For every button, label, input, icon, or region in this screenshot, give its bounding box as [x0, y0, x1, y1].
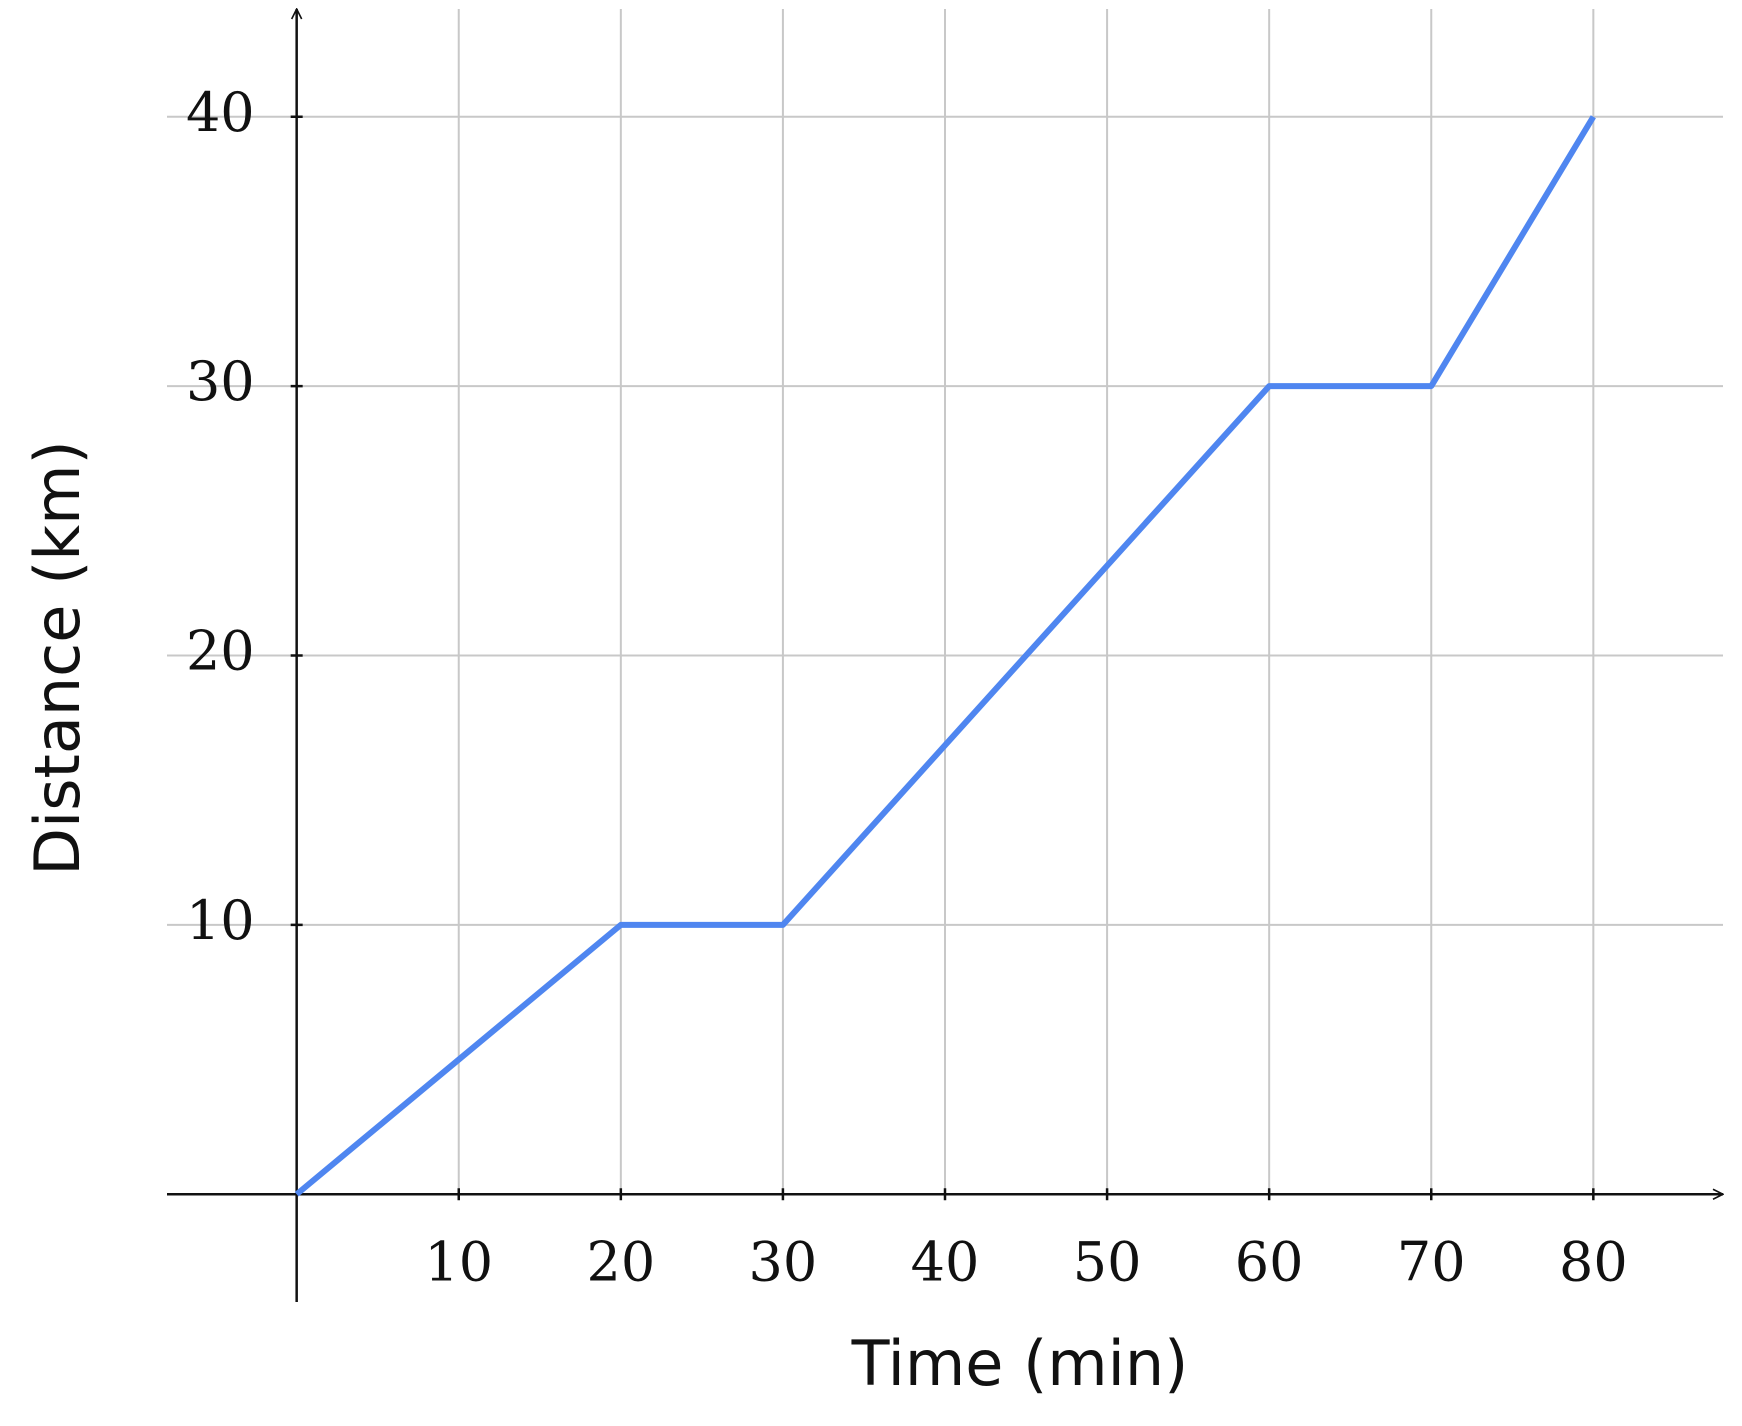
y-tick-label: 40	[186, 81, 255, 144]
grid	[167, 9, 1723, 1195]
y-axis-label: Distance (km)	[21, 440, 94, 875]
x-tick-label: 20	[586, 1230, 655, 1293]
x-tick-label: 60	[1235, 1230, 1304, 1293]
x-tick-label: 70	[1397, 1230, 1466, 1293]
x-tick-label: 80	[1559, 1230, 1628, 1293]
y-tick-label: 10	[186, 889, 255, 952]
axes: 10 20 30 40 50 60 70 80 10 20 30 40	[167, 9, 1723, 1302]
x-tick-label: 10	[424, 1230, 493, 1293]
plot	[294, 115, 1596, 1197]
y-tick-label: 30	[186, 350, 255, 413]
data-line	[294, 115, 1596, 1197]
x-axis-label: Time (min)	[851, 1327, 1189, 1400]
x-tick-label: 40	[911, 1230, 980, 1293]
y-tick-label: 20	[186, 620, 255, 683]
x-tick-label: 30	[749, 1230, 818, 1293]
x-tick-label: 50	[1073, 1230, 1142, 1293]
